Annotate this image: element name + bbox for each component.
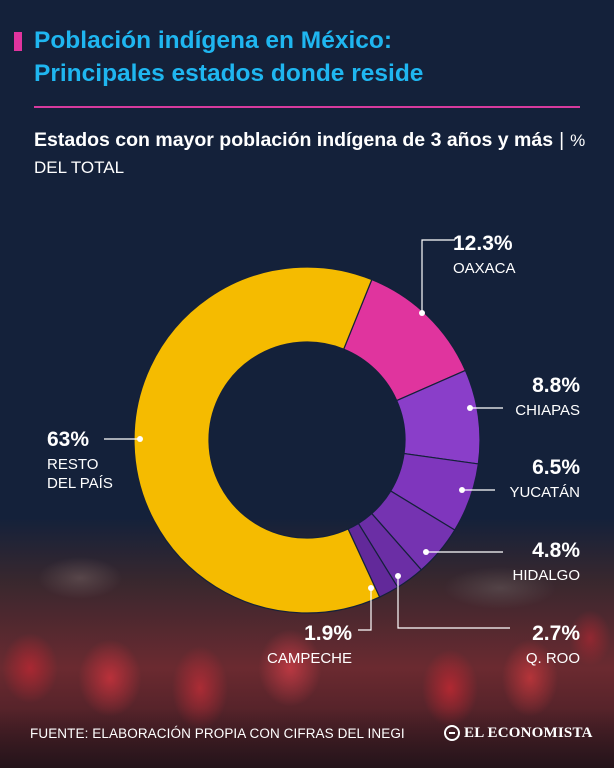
leader-dot-hidalgo	[423, 549, 429, 555]
title-accent-bar	[14, 32, 22, 51]
value-label-hidalgo: 4.8%	[532, 539, 580, 562]
leader-dot-yucatán	[459, 487, 465, 493]
leader-dot-campeche	[368, 585, 374, 591]
publisher-logo: EL ECONOMISTA	[444, 722, 593, 744]
el-economista-logo-icon	[444, 725, 460, 741]
chart-subtitle: Estados con mayor población indígena de …	[34, 127, 594, 181]
title-line-2: Principales estados donde reside	[34, 60, 424, 87]
title-divider	[34, 106, 580, 108]
value-label-yucatán: 6.5%	[532, 456, 580, 479]
leader-dot-chiapas	[467, 405, 473, 411]
value-label-campeche: 1.9%	[304, 622, 352, 645]
leader-line-campeche	[358, 588, 372, 631]
value-label-q-roo: 2.7%	[532, 622, 580, 645]
donut-slice-resto-del-país	[133, 266, 381, 614]
category-label-campeche: CAMPECHE	[267, 650, 352, 667]
logo-text: EL ECONOMISTA	[464, 724, 593, 741]
value-label-chiapas: 8.8%	[532, 374, 580, 397]
leader-line-oaxaca	[421, 239, 455, 313]
leader-line-q-roo	[397, 576, 510, 629]
subtitle-main: Estados con mayor población indígena de …	[34, 129, 554, 151]
category-label-yucatán: YUCATÁN	[509, 484, 580, 501]
leader-dot-oaxaca	[419, 310, 425, 316]
leader-dot-q-roo	[395, 573, 401, 579]
subtitle-unit: % DEL TOTAL	[34, 131, 586, 177]
title-line-1: Población indígena en México:	[34, 27, 393, 54]
value-label-oaxaca: 12.3%	[453, 232, 513, 255]
leader-dot-resto-del-país	[137, 436, 143, 442]
subtitle-separator: |	[559, 129, 565, 151]
category-label-resto-del-país-line-2: DEL PAÍS	[47, 475, 113, 492]
category-label-resto-del-país-line-1: RESTO	[47, 456, 98, 473]
background-fade	[0, 708, 614, 768]
category-label-oaxaca: OAXACA	[453, 260, 516, 277]
value-label-resto-del-país: 63%	[47, 428, 89, 451]
category-label-q-roo: Q. ROO	[526, 650, 580, 667]
category-label-chiapas: CHIAPAS	[515, 402, 580, 419]
source-note: FUENTE: ELABORACIÓN PROPIA CON CIFRAS DE…	[30, 726, 405, 741]
page-title: Población indígena en México: Principale…	[34, 24, 594, 90]
category-label-hidalgo: HIDALGO	[512, 567, 580, 584]
